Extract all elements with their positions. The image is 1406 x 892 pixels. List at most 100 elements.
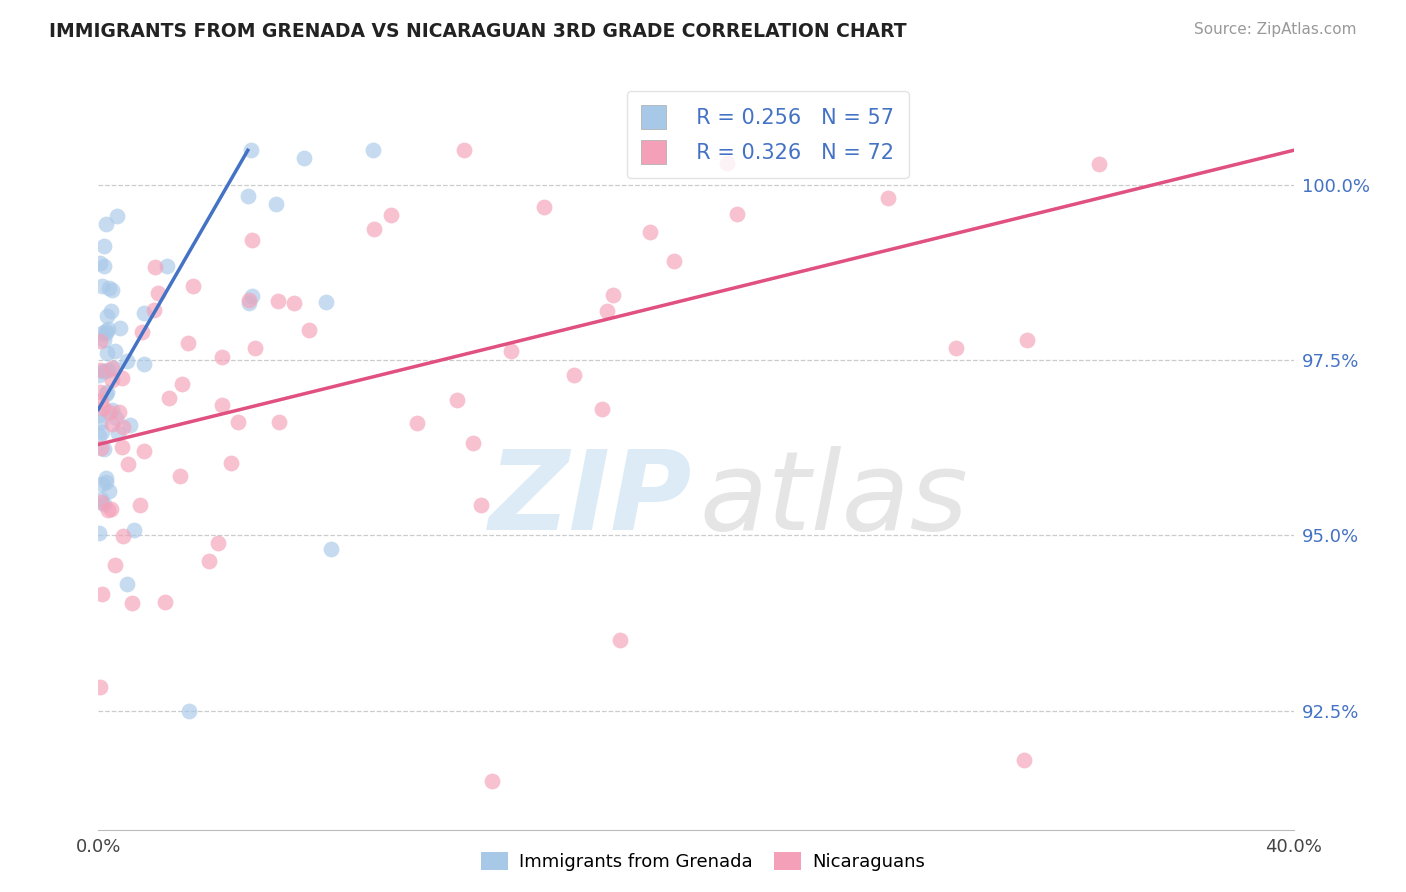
- Point: [97, 502, 120, 516]
- Text: atlas: atlas: [700, 446, 969, 553]
- Point: [98, 484, 121, 499]
- Point: [101, 373, 124, 387]
- Point: [134, 444, 156, 458]
- Point: [238, 295, 260, 310]
- Point: [716, 156, 738, 170]
- Legend: Immigrants from Grenada, Nicaraguans: Immigrants from Grenada, Nicaraguans: [474, 845, 932, 879]
- Point: [609, 633, 631, 648]
- Point: [240, 289, 263, 303]
- Point: [96, 387, 118, 401]
- Point: [104, 410, 127, 425]
- Point: [117, 458, 139, 472]
- Point: [90, 326, 112, 341]
- Point: [90, 492, 112, 507]
- Point: [664, 254, 686, 268]
- Point: [211, 398, 233, 412]
- Point: [94, 326, 117, 341]
- Point: [93, 497, 115, 511]
- Point: [239, 144, 262, 158]
- Point: [562, 368, 585, 382]
- Point: [104, 558, 127, 572]
- Point: [91, 364, 114, 378]
- Point: [298, 323, 321, 337]
- Point: [87, 429, 110, 443]
- Point: [94, 471, 117, 485]
- Point: [96, 346, 118, 360]
- Point: [602, 288, 624, 302]
- Point: [591, 402, 613, 417]
- Point: [91, 279, 114, 293]
- Point: [266, 293, 288, 308]
- Point: [93, 239, 115, 253]
- Point: [101, 403, 124, 417]
- Point: [108, 405, 131, 419]
- Point: [638, 225, 661, 239]
- Text: IMMIGRANTS FROM GRENADA VS NICARAGUAN 3RD GRADE CORRELATION CHART: IMMIGRANTS FROM GRENADA VS NICARAGUAN 3R…: [49, 22, 907, 41]
- Text: ZIP: ZIP: [489, 446, 692, 553]
- Point: [89, 363, 111, 377]
- Point: [240, 233, 263, 247]
- Point: [104, 344, 127, 359]
- Point: [89, 680, 111, 694]
- Point: [111, 420, 134, 434]
- Point: [170, 376, 193, 391]
- Point: [100, 283, 122, 297]
- Point: [90, 495, 112, 509]
- Point: [93, 333, 115, 347]
- Point: [725, 207, 748, 221]
- Point: [98, 405, 121, 419]
- Point: [1088, 157, 1111, 171]
- Point: [238, 293, 260, 307]
- Point: [93, 442, 115, 457]
- Point: [94, 475, 117, 489]
- Point: [89, 408, 111, 422]
- Point: [207, 536, 229, 550]
- Point: [111, 371, 134, 385]
- Point: [100, 303, 122, 318]
- Point: [91, 476, 114, 491]
- Point: [97, 363, 120, 377]
- Point: [132, 358, 155, 372]
- Point: [197, 554, 219, 568]
- Point: [153, 595, 176, 609]
- Point: [90, 415, 112, 429]
- Point: [89, 385, 111, 400]
- Text: Source: ZipAtlas.com: Source: ZipAtlas.com: [1194, 22, 1357, 37]
- Point: [96, 309, 118, 323]
- Point: [321, 542, 343, 557]
- Point: [90, 441, 112, 455]
- Point: [877, 191, 900, 205]
- Point: [177, 704, 200, 718]
- Point: [380, 208, 402, 222]
- Point: [96, 384, 118, 399]
- Point: [461, 436, 484, 450]
- Point: [219, 456, 242, 470]
- Point: [283, 296, 305, 310]
- Point: [533, 201, 555, 215]
- Point: [501, 343, 523, 358]
- Point: [169, 468, 191, 483]
- Point: [89, 334, 111, 348]
- Point: [264, 197, 287, 211]
- Point: [363, 222, 385, 236]
- Point: [103, 361, 125, 376]
- Point: [157, 392, 180, 406]
- Point: [91, 425, 114, 439]
- Legend:   R = 0.256   N = 57,   R = 0.326   N = 72: R = 0.256 N = 57, R = 0.326 N = 72: [627, 91, 908, 178]
- Point: [108, 321, 131, 335]
- Point: [226, 415, 249, 429]
- Point: [94, 217, 117, 231]
- Point: [122, 523, 145, 537]
- Point: [89, 256, 111, 270]
- Point: [481, 773, 503, 788]
- Point: [453, 144, 475, 158]
- Point: [243, 341, 266, 355]
- Point: [121, 595, 143, 609]
- Point: [181, 279, 204, 293]
- Point: [97, 280, 120, 294]
- Point: [1012, 752, 1035, 766]
- Point: [115, 576, 138, 591]
- Point: [945, 341, 967, 355]
- Point: [406, 416, 429, 430]
- Point: [176, 335, 198, 350]
